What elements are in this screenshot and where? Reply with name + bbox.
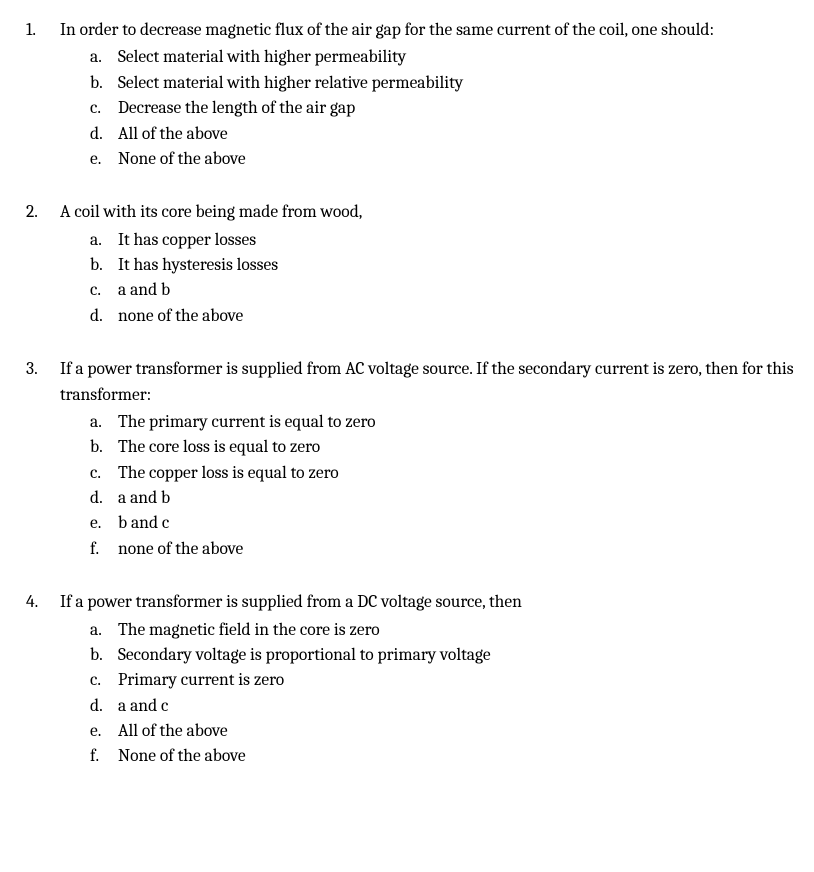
option-item: It has copper losses: [90, 228, 794, 253]
option-list: The primary current is equal to zero The…: [90, 410, 794, 562]
option-item: None of the above: [90, 147, 794, 172]
question-stem: If a power transformer is supplied from …: [60, 590, 794, 615]
option-item: a and b: [90, 486, 794, 511]
option-item: The magnetic field in the core is zero: [90, 618, 794, 643]
option-item: Select material with higher permeability: [90, 45, 794, 70]
option-item: The copper loss is equal to zero: [90, 461, 794, 486]
option-item: a and c: [90, 694, 794, 719]
question-item: A coil with its core being made from woo…: [20, 200, 794, 329]
option-item: Decrease the length of the air gap: [90, 96, 794, 121]
question-stem: A coil with its core being made from woo…: [60, 200, 794, 225]
question-list: In order to decrease magnetic flux of th…: [20, 18, 794, 770]
option-item: none of the above: [90, 537, 794, 562]
option-item: Secondary voltage is proportional to pri…: [90, 643, 794, 668]
option-item: Primary current is zero: [90, 668, 794, 693]
option-item: All of the above: [90, 122, 794, 147]
question-item: In order to decrease magnetic flux of th…: [20, 18, 794, 172]
option-item: The core loss is equal to zero: [90, 435, 794, 460]
question-item: If a power transformer is supplied from …: [20, 357, 794, 562]
option-item: All of the above: [90, 719, 794, 744]
option-item: Select material with higher relative per…: [90, 71, 794, 96]
option-item: It has hysteresis losses: [90, 253, 794, 278]
option-item: b and c: [90, 511, 794, 536]
question-stem: If a power transformer is supplied from …: [60, 357, 794, 408]
option-list: Select material with higher permeability…: [90, 45, 794, 172]
option-list: It has copper losses It has hysteresis l…: [90, 228, 794, 330]
option-item: The primary current is equal to zero: [90, 410, 794, 435]
option-item: a and b: [90, 278, 794, 303]
option-item: None of the above: [90, 744, 794, 769]
option-list: The magnetic field in the core is zero S…: [90, 618, 794, 770]
question-item: If a power transformer is supplied from …: [20, 590, 794, 770]
question-stem: In order to decrease magnetic flux of th…: [60, 18, 794, 43]
option-item: none of the above: [90, 304, 794, 329]
